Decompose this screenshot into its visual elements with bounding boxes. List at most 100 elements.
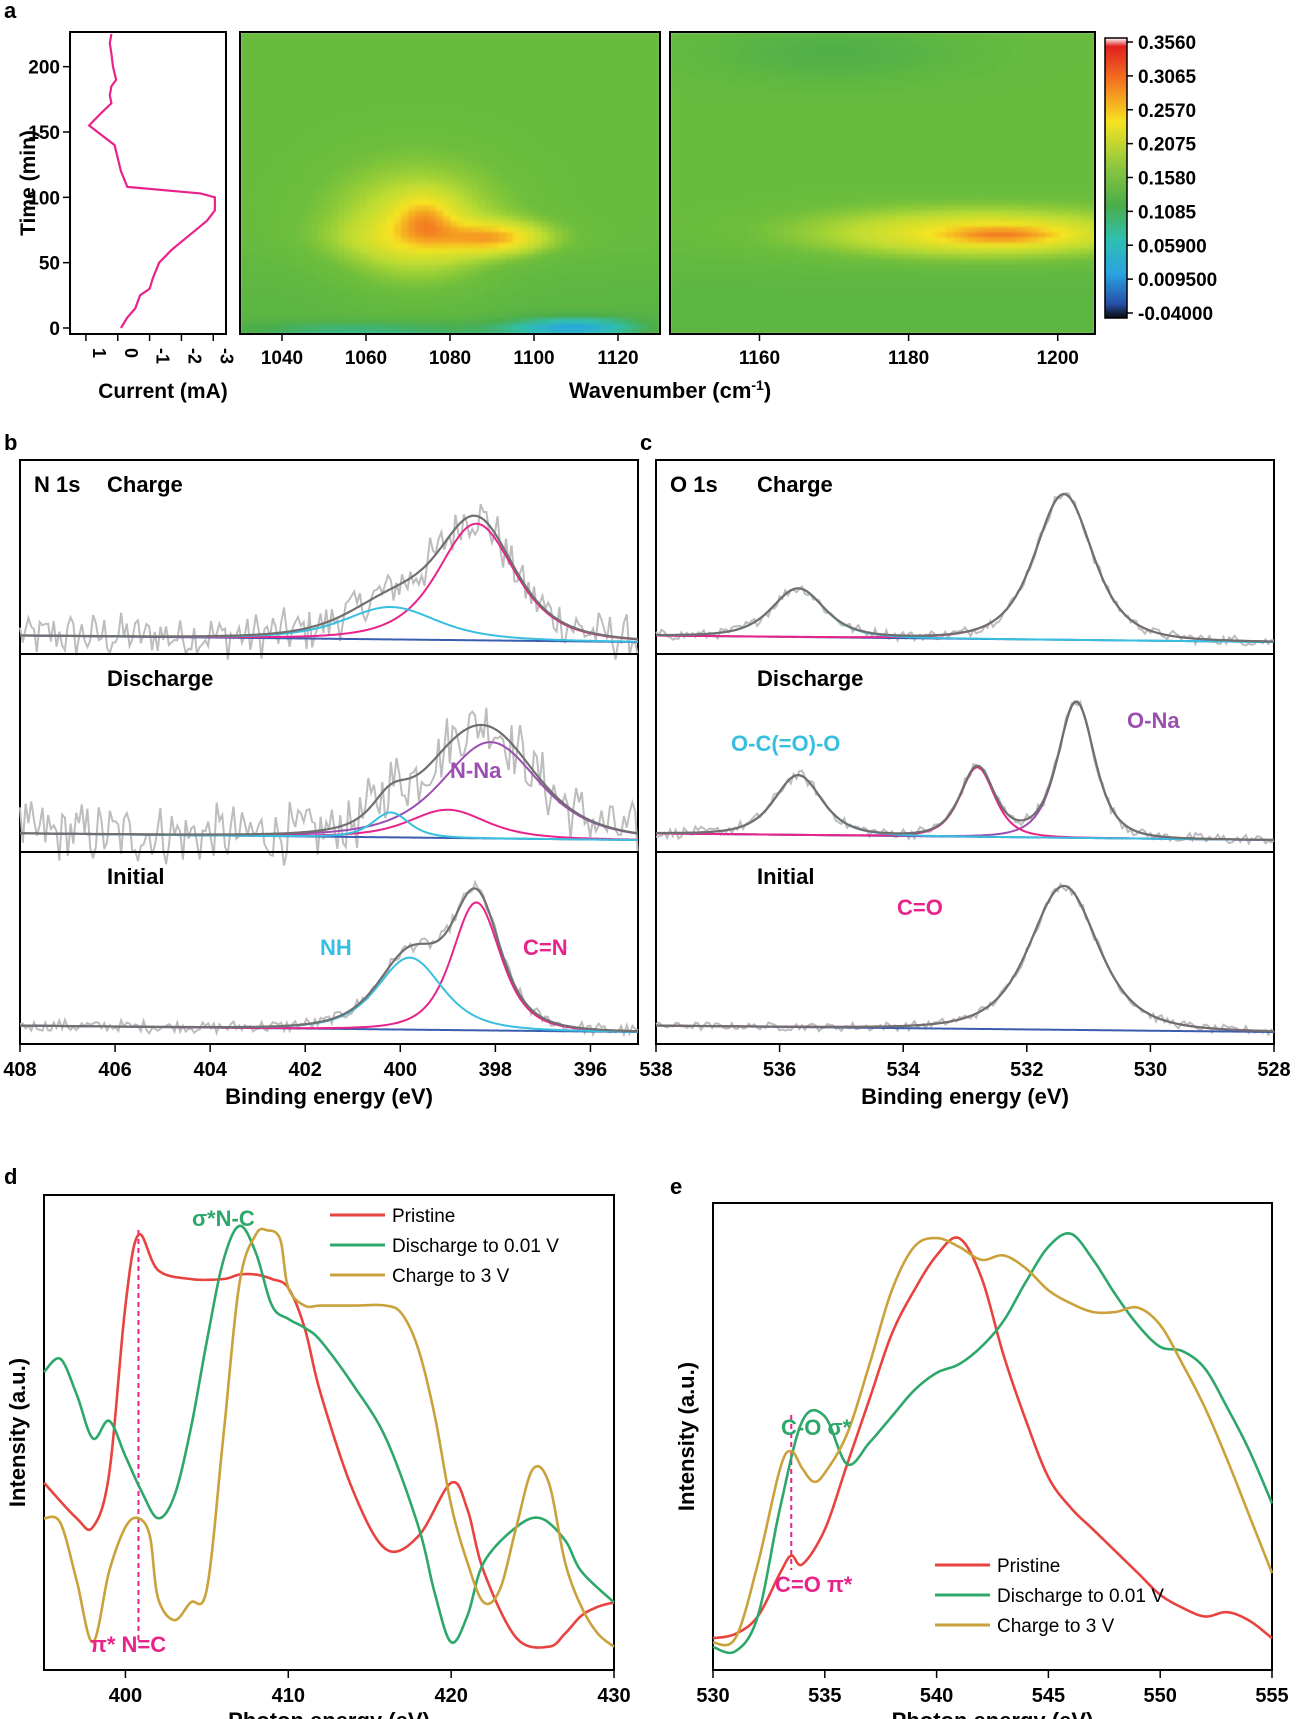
heatmap-cell: [240, 247, 248, 254]
heatmap-cell: [555, 177, 563, 184]
heatmap-cell: [747, 107, 756, 114]
heatmap-cell: [282, 91, 290, 98]
heatmap-cell: [513, 139, 521, 146]
heatmap-cell: [719, 193, 728, 200]
heatmap-cell: [639, 193, 647, 200]
heatmap-cell: [436, 80, 444, 87]
heatmap-cell: [740, 161, 749, 168]
heatmap-cell: [832, 274, 841, 281]
heatmap-cell: [818, 85, 827, 92]
heatmap-cell: [492, 274, 500, 281]
heatmap-cell: [776, 183, 784, 189]
heatmap-cell: [415, 193, 423, 200]
heatmap-cell: [733, 112, 742, 119]
heatmap-cell: [797, 166, 806, 173]
heatmap-cell: [506, 32, 514, 38]
heatmap-cell: [625, 112, 633, 119]
heatmap-cell: [324, 193, 332, 200]
heatmap-cell: [562, 91, 570, 98]
heatmap-cell: [583, 129, 591, 136]
heatmap-cell: [457, 247, 465, 254]
heatmap-cell: [513, 328, 521, 334]
heatmap-cell: [705, 107, 714, 114]
heatmap-cell: [352, 91, 360, 98]
heatmap-cell: [548, 69, 556, 76]
heatmap-cell: [583, 226, 591, 233]
heatmap-cell: [331, 258, 339, 265]
heatmap-cell: [825, 139, 834, 146]
heatmap-cell: [506, 91, 514, 98]
heatmap-cell: [380, 75, 388, 82]
heatmap-cell: [464, 183, 472, 189]
heatmap-cell: [331, 231, 339, 238]
heatmap-cell: [590, 85, 598, 92]
heatmap-cell: [457, 204, 465, 211]
heatmap-cell: [705, 53, 714, 60]
heatmap-cell: [394, 263, 402, 270]
heatmap-cell: [646, 285, 654, 292]
heatmap-cell: [776, 69, 784, 76]
heatmap-cell: [783, 96, 792, 103]
heatmap-cell: [604, 328, 612, 334]
heatmap-cell: [797, 215, 806, 222]
heatmap-cell: [783, 172, 792, 179]
heatmap-cell: [670, 209, 678, 216]
heatmap-cell: [653, 32, 660, 38]
heatmap-cell: [569, 263, 577, 270]
heatmap-cell: [548, 290, 556, 297]
heatmap-cell: [569, 183, 577, 189]
heatmap-cell: [394, 274, 402, 281]
heatmap-cell: [569, 247, 577, 254]
heatmap-cell: [555, 317, 563, 324]
heatmap-cell: [611, 328, 619, 334]
heatmap-cell: [338, 188, 346, 195]
heatmap-cell: [847, 53, 855, 60]
heatmap-cell: [303, 80, 311, 87]
heatmap-cell: [790, 112, 799, 119]
heatmap-cell: [513, 69, 521, 76]
heatmap-cell: [776, 301, 784, 308]
heatmap-cell: [840, 80, 848, 87]
heatmap-cell: [611, 312, 619, 319]
heatmap-cell: [387, 177, 395, 184]
heatmap-cell: [436, 285, 444, 292]
heatmap-cell: [847, 42, 855, 49]
heatmap-cell: [345, 263, 353, 270]
heatmap-cell: [534, 37, 542, 44]
heatmap-cell: [804, 226, 813, 233]
heatmap-cell: [776, 226, 784, 233]
heatmap-cell: [583, 280, 591, 287]
heatmap-cell: [254, 48, 262, 55]
heatmap-cell: [726, 193, 735, 200]
heatmap-cell: [443, 183, 451, 189]
heatmap-cell: [569, 32, 577, 38]
heatmap-cell: [840, 177, 848, 184]
heatmap-cell: [762, 150, 770, 157]
heatmap-cell: [520, 328, 528, 334]
heatmap-cell: [861, 226, 869, 233]
heatmap-right: [670, 32, 1095, 334]
heatmap-cell: [712, 134, 721, 141]
heatmap-cell: [324, 317, 332, 324]
heatmap-cell: [254, 301, 262, 308]
heatmap-cell: [506, 96, 514, 103]
heatmap-cell: [811, 69, 820, 76]
heatmap-cell: [422, 96, 430, 103]
heatmap-cell: [450, 161, 458, 168]
heatmap-cell: [861, 215, 869, 222]
heatmap-cell: [755, 150, 763, 157]
heatmap-cell: [499, 166, 507, 173]
heatmap-cell: [366, 37, 374, 44]
heatmap-cell: [478, 139, 486, 146]
heatmap-cell: [818, 129, 827, 136]
heatmap-cell: [415, 220, 423, 227]
heatmap-cell: [429, 58, 437, 65]
heatmap-cell: [380, 188, 388, 195]
heatmap-cell: [457, 296, 465, 303]
heatmap-cell: [790, 307, 799, 314]
heatmap-cell: [747, 226, 756, 233]
heatmap-cell: [387, 150, 395, 157]
heatmap-cell: [373, 253, 381, 260]
heatmap-cell: [401, 317, 409, 324]
heatmap-cell: [797, 258, 806, 265]
